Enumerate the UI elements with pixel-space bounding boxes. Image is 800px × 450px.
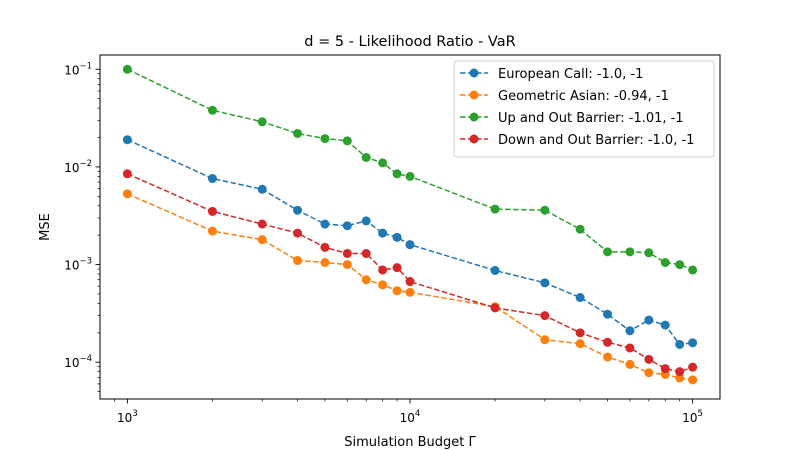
x-axis-label: Simulation Budget Γ <box>344 435 476 450</box>
data-point <box>660 320 670 330</box>
data-point <box>361 152 371 162</box>
data-point <box>378 158 388 168</box>
legend-box <box>453 60 715 158</box>
data-point <box>603 309 613 319</box>
data-point <box>625 247 635 257</box>
legend-marker <box>469 112 479 122</box>
data-point <box>293 128 303 138</box>
y-tick-label: 10−1 <box>64 61 92 77</box>
legend-label: Up and Out Barrier: -1.01, -1 <box>498 111 684 126</box>
x-tick-label: 103 <box>117 409 138 425</box>
y-tick-label: 10−2 <box>64 159 92 175</box>
data-point <box>257 235 267 245</box>
data-point <box>575 292 585 302</box>
data-point <box>405 277 415 287</box>
data-point <box>257 219 267 229</box>
axes-frame <box>99 54 721 400</box>
data-point <box>575 339 585 349</box>
data-point <box>644 368 654 378</box>
data-point <box>575 328 585 338</box>
data-point <box>603 337 613 347</box>
legend: European Call: -1.0, -1 Geometric Asian: … <box>453 60 715 158</box>
data-point <box>675 260 685 270</box>
data-point <box>490 265 500 275</box>
data-point <box>688 338 698 348</box>
series-line-1 <box>127 193 693 381</box>
data-point <box>320 257 330 267</box>
data-point <box>625 343 635 353</box>
data-point <box>575 224 585 234</box>
x-tick-label: 105 <box>682 409 703 425</box>
data-point <box>540 278 550 288</box>
data-point <box>540 335 550 345</box>
legend-marker <box>469 90 479 100</box>
data-point <box>293 205 303 215</box>
data-point <box>688 265 698 275</box>
data-point <box>361 275 371 285</box>
data-point <box>342 136 352 146</box>
chart-title: d = 5 - Likelihood Ratio - VaR <box>304 34 515 50</box>
data-point <box>688 375 698 385</box>
data-point <box>293 228 303 238</box>
data-point <box>320 134 330 144</box>
data-point <box>122 169 132 179</box>
data-point <box>660 364 670 374</box>
data-point <box>490 204 500 214</box>
data-point <box>603 352 613 362</box>
legend-marker <box>469 134 479 144</box>
data-point <box>342 260 352 270</box>
legend-marker <box>469 68 479 78</box>
data-point <box>603 247 613 257</box>
data-point <box>257 117 267 127</box>
data-point <box>688 362 698 372</box>
data-point <box>361 248 371 258</box>
data-point <box>625 359 635 369</box>
data-point <box>293 256 303 266</box>
data-point <box>490 303 500 313</box>
data-point <box>257 184 267 194</box>
data-point <box>675 373 685 383</box>
data-point <box>675 339 685 349</box>
legend-label: European Call: -1.0, -1 <box>498 67 643 82</box>
data-point <box>320 242 330 252</box>
data-point <box>378 280 388 290</box>
data-point <box>320 219 330 229</box>
data-point <box>644 354 654 364</box>
data-point <box>122 64 132 74</box>
data-point <box>540 311 550 321</box>
data-point <box>405 287 415 297</box>
data-point <box>392 286 402 296</box>
x-tick-label: 104 <box>400 409 421 425</box>
data-point <box>644 315 654 325</box>
y-axis-label: MSE <box>38 213 53 241</box>
data-point <box>122 189 132 199</box>
data-point <box>378 228 388 238</box>
data-point <box>207 174 217 184</box>
data-point <box>122 135 132 145</box>
data-point <box>660 257 670 267</box>
data-point <box>361 216 371 226</box>
data-point <box>207 105 217 115</box>
data-point <box>207 226 217 236</box>
y-tick-label: 10−4 <box>64 354 92 370</box>
data-point <box>405 171 415 181</box>
data-point <box>392 263 402 273</box>
data-point <box>540 205 550 215</box>
data-point <box>207 206 217 216</box>
data-point <box>675 367 685 377</box>
data-point <box>392 169 402 179</box>
data-point <box>625 326 635 336</box>
data-point <box>342 221 352 231</box>
data-point <box>342 248 352 258</box>
legend-label: Geometric Asian: -0.94, -1 <box>498 89 669 104</box>
data-point <box>405 240 415 250</box>
data-point <box>644 248 654 258</box>
y-tick-label: 10−3 <box>64 257 92 273</box>
data-point <box>392 232 402 242</box>
data-point <box>378 265 388 275</box>
legend-label: Down and Out Barrier: -1.0, -1 <box>498 133 694 148</box>
